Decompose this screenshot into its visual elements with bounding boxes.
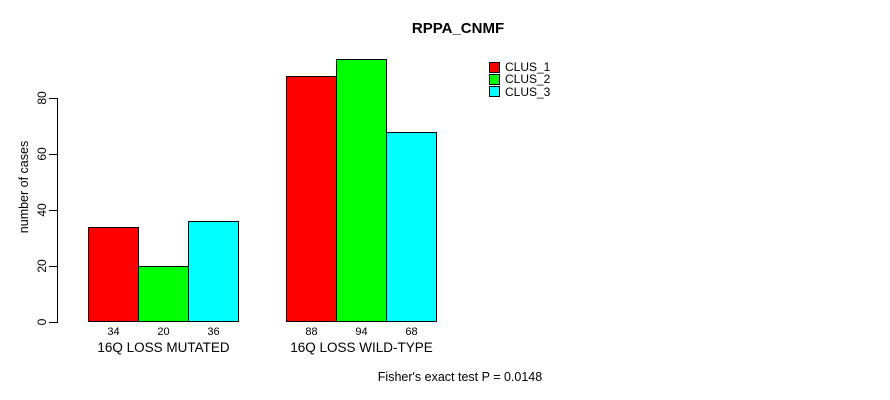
bar-value-label: 36 — [207, 326, 220, 338]
bar-clus_1-2 — [286, 75, 337, 322]
y-tick-label: 80 — [35, 91, 49, 105]
bar-clus_3-2 — [386, 131, 437, 322]
y-axis-title: number of cases — [17, 140, 31, 234]
legend-item: CLUS_1 — [489, 61, 550, 73]
bar-clus_1-1 — [88, 226, 139, 322]
y-tick-label: 0 — [35, 318, 49, 326]
legend-item: CLUS_2 — [489, 73, 550, 85]
legend-label: CLUS_3 — [505, 84, 551, 99]
bar-value-label: 68 — [405, 326, 418, 338]
legend-swatch-icon — [489, 61, 500, 73]
legend-label: CLUS_1 — [505, 60, 551, 75]
bar-value-label: 94 — [355, 326, 368, 338]
bar-value-label: 34 — [107, 326, 120, 338]
y-axis-line — [57, 98, 58, 323]
y-tick-label: 40 — [35, 203, 49, 217]
legend-label: CLUS_2 — [505, 72, 551, 87]
y-tick-mark — [49, 322, 57, 323]
y-tick-mark — [49, 266, 57, 267]
category-label: 16Q LOSS WILD-TYPE — [290, 340, 433, 355]
y-tick-mark — [49, 154, 57, 155]
bar-clus_3-1 — [188, 221, 239, 322]
y-tick-label: 60 — [35, 147, 49, 161]
chart-title: RPPA_CNMF — [411, 20, 505, 37]
bar-value-label: 88 — [305, 326, 318, 338]
legend-swatch-icon — [489, 73, 500, 85]
bar-clus_2-1 — [138, 266, 189, 322]
y-tick-label: 20 — [35, 259, 49, 273]
category-label: 16Q LOSS MUTATED — [97, 340, 230, 355]
bar-clus_2-2 — [336, 58, 387, 322]
legend: CLUS_1 CLUS_2 CLUS_3 — [489, 61, 550, 98]
legend-item: CLUS_3 — [489, 86, 550, 98]
legend-swatch-icon — [489, 86, 500, 98]
bar-value-label: 20 — [157, 326, 170, 338]
fisher-test-annotation: Fisher's exact test P = 0.0148 — [377, 370, 543, 384]
y-tick-mark — [49, 98, 57, 99]
y-tick-mark — [49, 210, 57, 211]
